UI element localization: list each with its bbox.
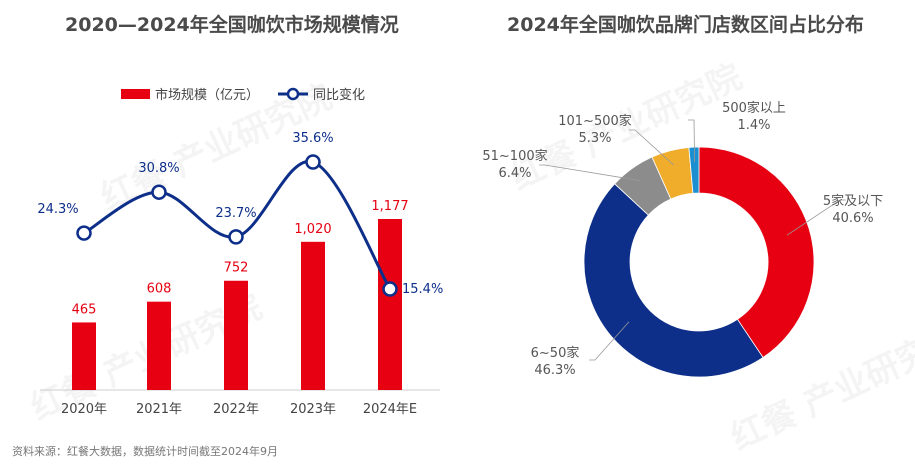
slice-value: 6.4% <box>498 166 531 181</box>
slice-label: 51~100家 <box>482 148 547 164</box>
legend-line-marker <box>286 87 300 101</box>
bar-label: 608 <box>147 282 172 297</box>
legend-line-label: 同比变化 <box>313 87 365 103</box>
line-point <box>76 225 92 241</box>
bar-line-chart: 市场规模（亿元） 同比变化 465 2020年 608 2021年 752 2022年 1,02… <box>37 87 443 417</box>
bar-label: 465 <box>72 302 97 317</box>
slice-value: 46.3% <box>534 363 575 378</box>
leader-line <box>786 199 846 236</box>
donut-slice <box>688 146 700 194</box>
slice-label: 101~500家 <box>558 113 632 129</box>
bar <box>301 241 325 390</box>
leader-line <box>539 164 641 182</box>
slice-label: 6~50家 <box>531 345 580 361</box>
leader-line <box>629 129 675 166</box>
source-note: 资料来源：红餐大数据，数据统计时间截至2024年9月 <box>12 445 278 458</box>
slice-label: 500家以上 <box>722 100 786 116</box>
leader-line <box>688 119 696 163</box>
bar <box>378 219 402 390</box>
x-tick-label: 2021年 <box>136 402 182 417</box>
line-label: 35.6% <box>292 131 333 146</box>
legend-bar-label: 市场规模（亿元） <box>155 87 259 103</box>
x-tick-label: 2022年 <box>213 402 259 417</box>
bar-label: 1,177 <box>371 199 408 214</box>
bar-label: 1,020 <box>294 222 331 237</box>
right-chart-title: 2024年全国咖饮品牌门店数区间占比分布 <box>507 14 864 36</box>
x-tick-label: 2024年E <box>363 402 417 417</box>
slice-value: 5.3% <box>578 131 611 146</box>
x-tick-label: 2023年 <box>290 402 336 417</box>
line-point <box>228 229 244 245</box>
line-point <box>305 154 321 170</box>
donut-slice <box>698 146 815 359</box>
legend-bar-swatch <box>121 89 150 99</box>
slice-label: 5家及以下 <box>823 193 883 209</box>
line-label: 24.3% <box>37 202 78 217</box>
leader-line <box>589 321 630 361</box>
bar <box>72 322 96 390</box>
bar <box>224 280 248 390</box>
x-tick-label: 2020年 <box>61 402 107 417</box>
line-point <box>151 184 167 200</box>
slice-value: 1.4% <box>737 118 770 133</box>
line-label: 30.8% <box>138 161 179 176</box>
line-point <box>382 281 398 297</box>
left-chart-title: 2020—2024年全国咖饮市场规模情况 <box>65 14 399 36</box>
bar-label: 752 <box>224 261 249 276</box>
line-label: 15.4% <box>402 282 443 297</box>
line-label: 23.7% <box>215 206 256 221</box>
donut-slice <box>583 183 764 378</box>
slice-value: 40.6% <box>832 211 873 226</box>
bar <box>147 301 171 390</box>
donut-chart: 5家及以下 40.6% 6~50家 46.3% 51~100家 6.4% 101~500家 5… <box>482 100 883 378</box>
